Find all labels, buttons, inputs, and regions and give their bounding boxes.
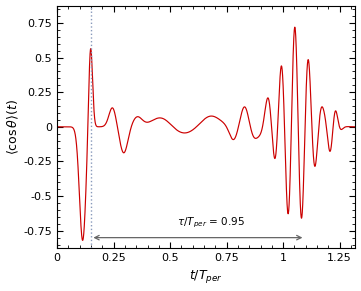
X-axis label: $t/T_{per}$: $t/T_{per}$ [190, 268, 223, 285]
Y-axis label: $\langle\cos\theta\rangle(t)$: $\langle\cos\theta\rangle(t)$ [5, 99, 21, 155]
Text: $\tau/T_{per}$ = 0.95: $\tau/T_{per}$ = 0.95 [178, 216, 245, 230]
